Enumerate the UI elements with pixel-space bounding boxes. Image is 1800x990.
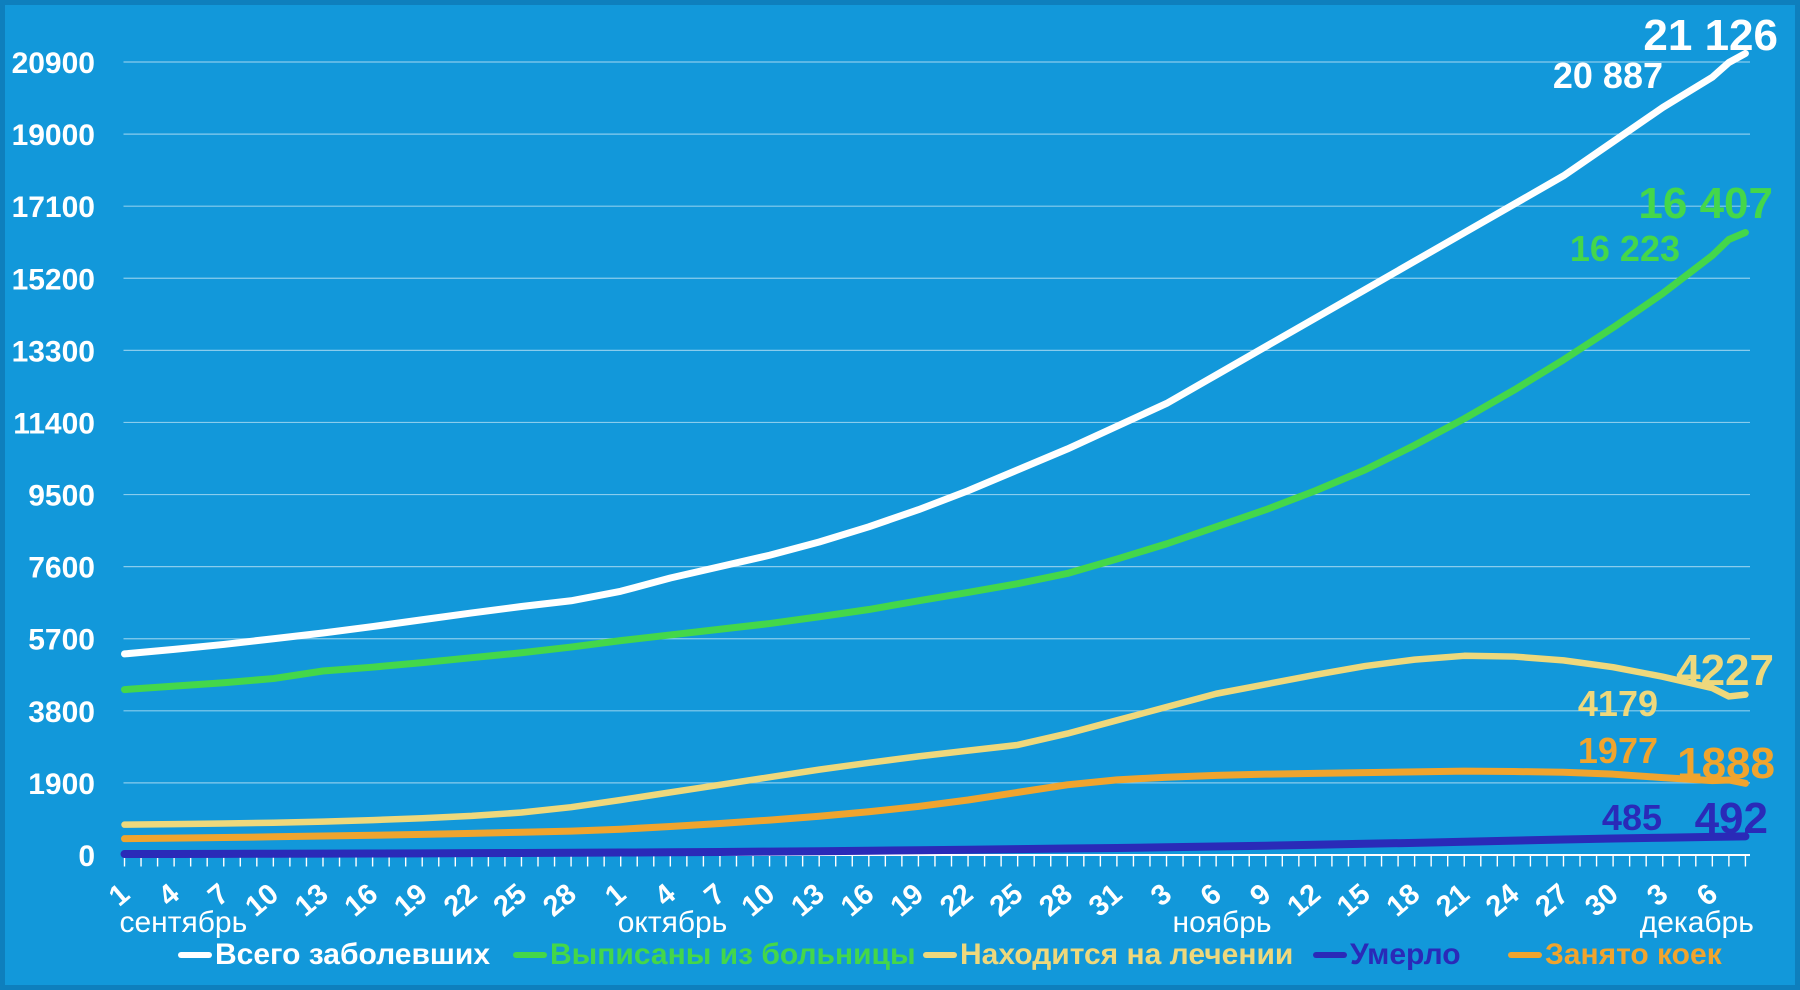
y-axis-label: 9500 [28, 480, 95, 513]
x-axis-label: 24 [1480, 878, 1525, 923]
series-prev-value-label: 1977 [1578, 730, 1658, 771]
y-axis-label: 15200 [12, 263, 95, 296]
y-axis-label: 19000 [12, 119, 95, 152]
series-prev-value-label: 485 [1602, 797, 1662, 838]
x-axis-label: 13 [785, 878, 830, 923]
series-line-3 [121, 652, 1749, 828]
series-last-value-label: 21 126 [1643, 11, 1778, 60]
y-axis-label: 5700 [28, 624, 95, 657]
series-prev-value-label: 16 223 [1570, 228, 1680, 269]
x-axis-label: 25 [488, 878, 533, 923]
x-axis-label: 15 [1331, 878, 1376, 923]
x-axis-label: 12 [1282, 878, 1327, 923]
x-axis-label: 28 [537, 878, 582, 923]
month-label: сентябрь [120, 906, 248, 939]
series-last-value-label: 492 [1695, 794, 1768, 843]
y-axis-label: 1900 [28, 768, 95, 801]
series-line-1 [121, 49, 1749, 658]
x-axis-label: 31 [1083, 878, 1128, 923]
series-last-value-label: 4227 [1676, 646, 1774, 695]
series-line-5 [121, 767, 1749, 843]
series-last-value-label: 1888 [1677, 739, 1775, 788]
series-line-4 [120, 832, 1750, 859]
y-axis-label: 20900 [12, 47, 95, 80]
y-axis-label: 11400 [13, 407, 95, 440]
y-axis-label: 3800 [28, 696, 95, 729]
y-axis-label: 0 [78, 840, 95, 873]
x-axis-label: 22 [934, 878, 979, 923]
x-axis-label: 13 [289, 878, 334, 923]
x-axis-label: 10 [736, 878, 781, 923]
x-axis-label: 27 [1530, 878, 1575, 923]
month-label: ноябрь [1173, 906, 1272, 939]
x-axis-label: 28 [1033, 878, 1078, 923]
x-axis-label: 18 [1381, 878, 1426, 923]
y-axis-label: 7600 [28, 552, 95, 585]
y-axis-label: 17100 [12, 191, 95, 224]
x-axis-label: 21 [1430, 878, 1475, 923]
series-prev-value-label: 20 887 [1553, 55, 1663, 96]
month-label: октябрь [618, 906, 728, 939]
x-axis-label: 16 [835, 878, 880, 923]
series-last-value-label: 16 407 [1638, 179, 1773, 228]
month-label: декабрь [1640, 906, 1754, 939]
x-axis-label: 16 [339, 878, 384, 923]
x-axis-label: 19 [885, 878, 930, 923]
y-axis-label: 13300 [12, 335, 95, 368]
x-axis-label: 19 [388, 878, 433, 923]
series-line-2 [121, 228, 1749, 694]
x-axis-label: 25 [984, 878, 1029, 923]
x-axis-label: 30 [1579, 878, 1624, 923]
x-axis-label: 22 [438, 878, 483, 923]
series-prev-value-label: 4179 [1578, 683, 1658, 724]
